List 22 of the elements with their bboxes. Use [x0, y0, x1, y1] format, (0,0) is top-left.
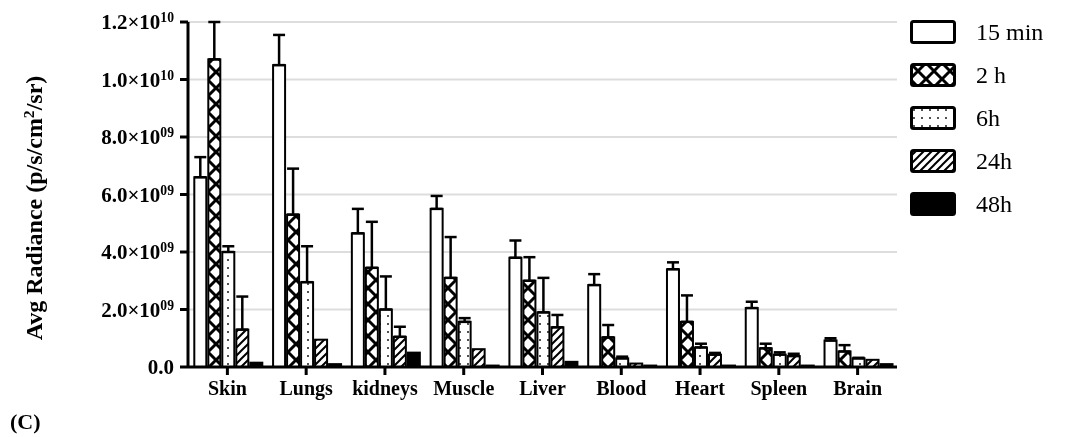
text: 15 min	[976, 17, 1044, 47]
x-tick-label: Muscle	[433, 377, 495, 399]
x-tick-label: Spleen	[750, 377, 808, 400]
x-tick-label: Liver	[519, 377, 566, 399]
y-tick-label: 8.0×10$^{09}$	[101, 124, 175, 149]
legend-label: 2 h	[976, 60, 1006, 90]
y-tick-label: 1.2×10$^{10}$	[101, 9, 175, 34]
y-tick-label: 6.0×10$^{09}$	[101, 182, 175, 207]
text: 48h	[976, 189, 1012, 219]
y-tick-label: 2.0×10$^{09}$	[101, 297, 175, 322]
text: (C)	[10, 409, 41, 435]
y-tick-label: 4.0×10$^{09}$	[101, 239, 175, 264]
legend-label: 6h	[976, 103, 1000, 133]
x-tick-label: Blood	[596, 377, 647, 399]
y-tick-label: 1.0×10$^{10}$	[101, 67, 175, 92]
x-tick-label: kidneys	[352, 377, 418, 400]
legend-label: 24h	[976, 146, 1012, 176]
x-tick-label: Brain	[833, 377, 883, 399]
x-tick-label: Lungs	[279, 377, 334, 400]
x-tick-label: Heart	[675, 377, 726, 399]
x-tick-label: Skin	[207, 377, 247, 399]
y-tick-label: 0.0	[147, 355, 174, 379]
